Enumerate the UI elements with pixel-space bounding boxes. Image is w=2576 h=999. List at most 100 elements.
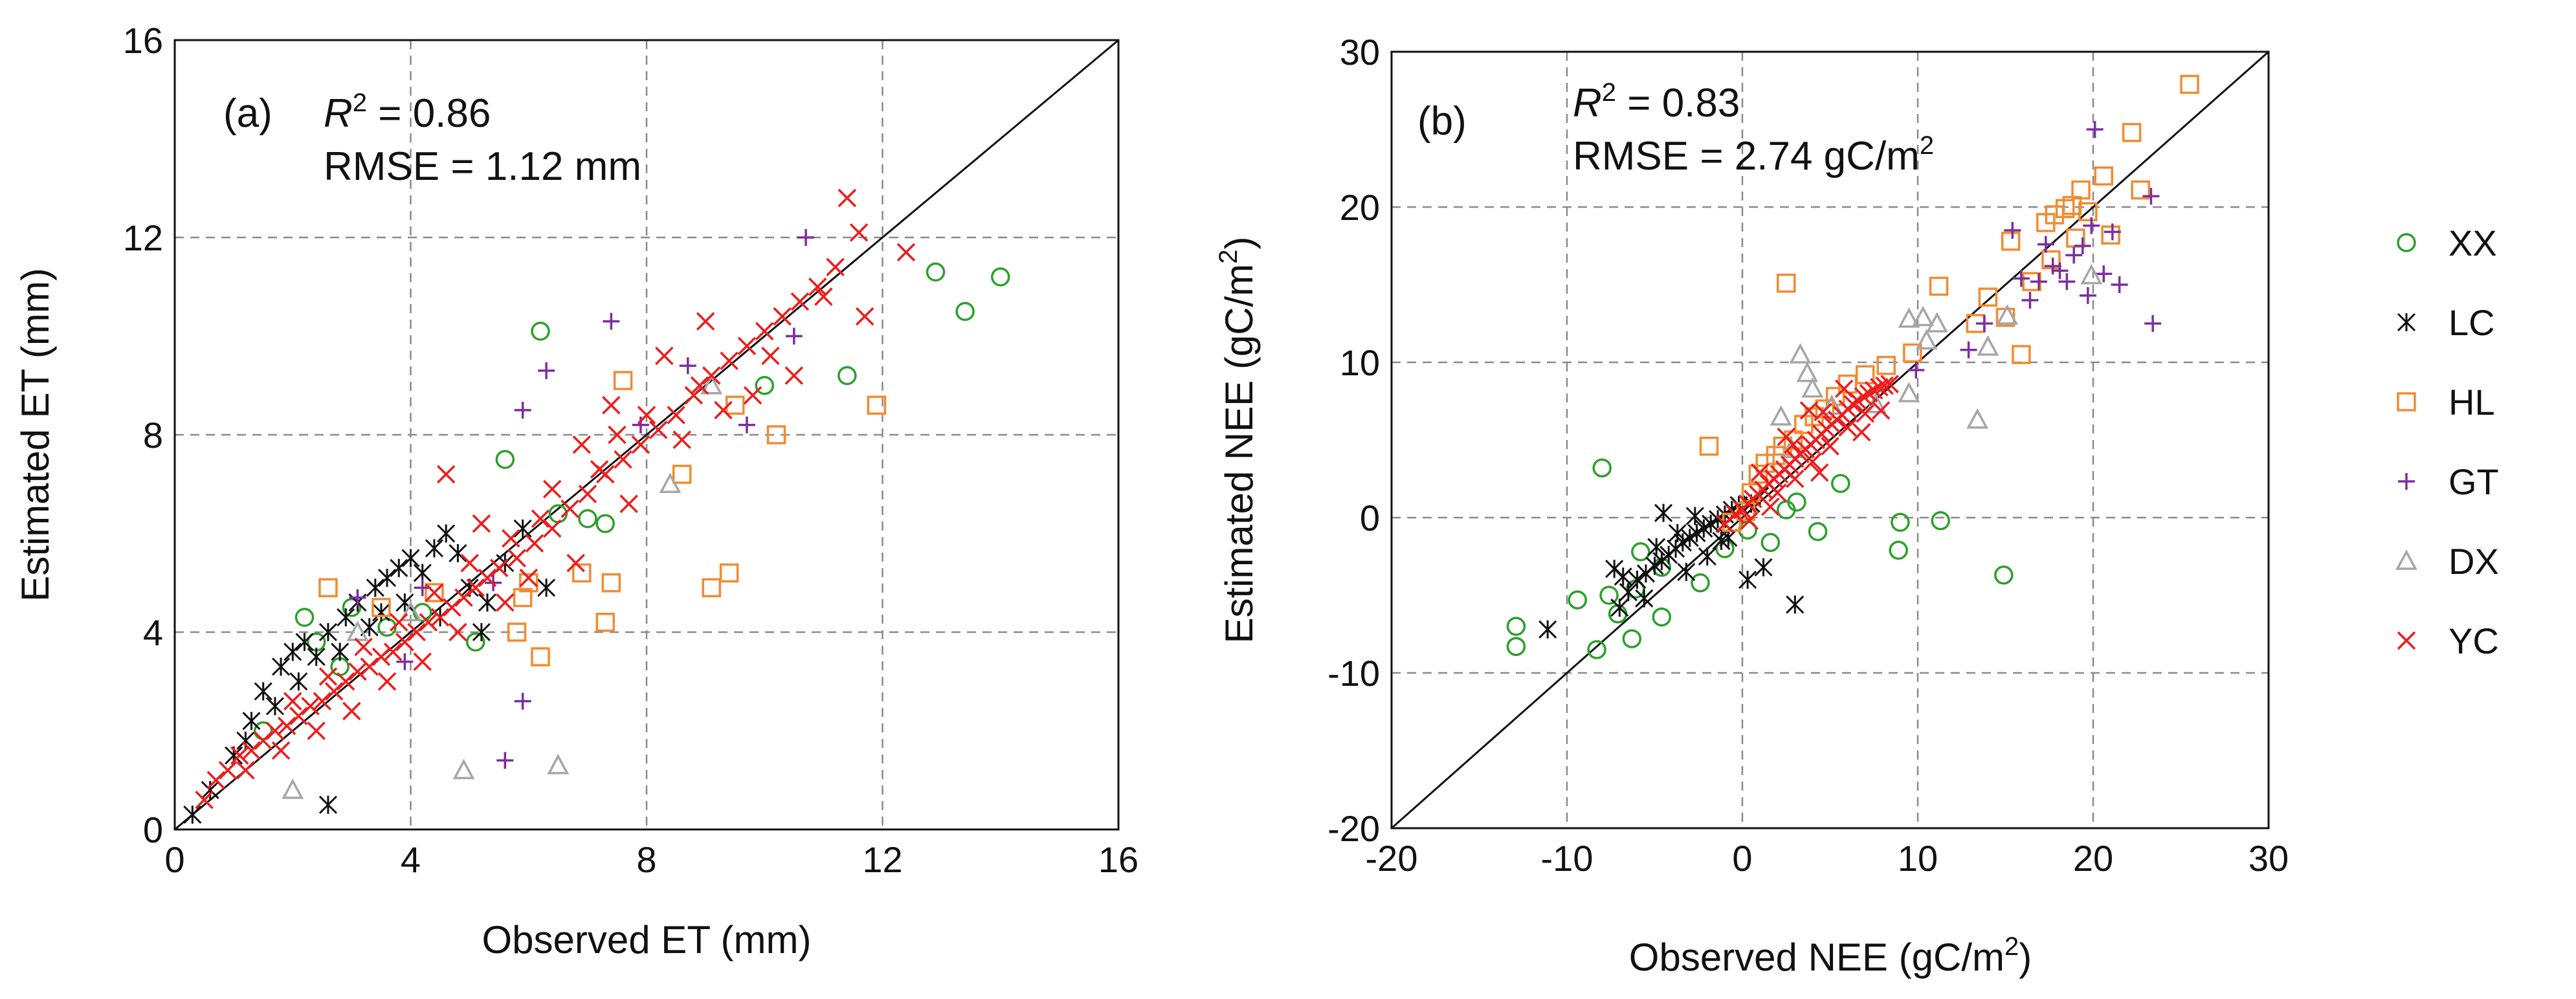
panel-a-r2-value: = 0.86 <box>367 91 491 136</box>
panel-b-point-xx-14 <box>1760 532 1781 553</box>
panel-a-point-hl-2 <box>425 583 444 602</box>
panel-b-point-xx-20 <box>1931 511 1950 531</box>
panel-b-point-yc-33 <box>1803 452 1822 471</box>
panel-b-point-dx-11 <box>1966 408 1989 429</box>
panel-b-series-lc <box>1538 487 1804 639</box>
panel-a-point-hl-13 <box>766 425 786 445</box>
panel-b-point-gt-15 <box>2104 223 2121 241</box>
panel-b-point-yc-47 <box>1871 401 1891 420</box>
panel-a-x-ticks: 0 4 8 12 16 <box>164 839 1138 880</box>
panel-b-point-yc-29 <box>1875 376 1894 395</box>
panel-a-point-xx-9 <box>578 509 597 529</box>
panel-a-point-lc-29 <box>395 593 414 612</box>
panel-a-r2-sup: 2 <box>353 89 367 117</box>
legend-marker-gt <box>2398 473 2415 490</box>
panel-b-point-xx-9 <box>1631 542 1650 562</box>
legend-marker-lc <box>2397 313 2416 332</box>
panel-b-point-dx-8 <box>1898 307 1920 328</box>
panel-a-point-yc-69 <box>566 554 585 573</box>
panel-a-point-lc-3 <box>242 712 261 730</box>
panel-a-point-xx-14 <box>955 302 975 322</box>
panel-a-point-yc-3 <box>230 746 249 765</box>
panel-a-point-yc-19 <box>419 613 438 631</box>
panel-b-point-yc-30 <box>1880 375 1899 393</box>
panel-b-y-tick-2: 0 <box>1360 498 1380 538</box>
panel-b-x-tick-2: 0 <box>1732 838 1752 879</box>
panel-a-point-yc-0 <box>195 791 214 809</box>
panel-b-point-hl-22 <box>2001 232 2021 251</box>
panel-b-point-hl-27 <box>2055 199 2075 219</box>
panel-b-point-lc-4 <box>1628 570 1647 589</box>
panel-a-point-hl-14 <box>867 395 887 415</box>
panel-b-rmse-text: RMSE = 2.74 gC/m <box>1573 134 1920 179</box>
panel-a-point-yc-48 <box>855 307 874 326</box>
panel-a-point-xx-7 <box>531 322 550 341</box>
panel-a-series-dx <box>282 374 723 799</box>
panel-a-point-yc-11 <box>324 682 344 701</box>
panel-b-point-gt-3 <box>2004 222 2021 239</box>
panel-a-point-gt-11 <box>496 752 514 769</box>
panel-a-point-lc-1 <box>201 780 219 800</box>
legend-item-xx: XX <box>2397 223 2497 263</box>
panel-b-point-yc-46 <box>1810 463 1829 482</box>
panel-a-r2-symbol: R <box>324 91 353 136</box>
panel-b-point-lc-2 <box>1610 598 1629 617</box>
panel-a-point-gt-7 <box>679 357 696 375</box>
panel-a-point-yc-60 <box>342 701 361 721</box>
panel-a-point-gt-13 <box>396 653 414 670</box>
panel-a-point-hl-5 <box>519 573 539 593</box>
panel-a-point-yc-41 <box>773 307 792 326</box>
panel-a-point-yc-9 <box>301 697 320 716</box>
panel-b-point-yc-26 <box>1859 384 1878 403</box>
panel-a-point-yc-58 <box>436 465 456 484</box>
panel-a-point-yc-22 <box>454 588 473 607</box>
panel-b-label: (b) <box>1417 99 1467 144</box>
legend-marker-yc <box>2397 631 2416 650</box>
panel-a-point-yc-15 <box>372 647 391 666</box>
legend-label-xx: XX <box>2448 223 2497 263</box>
panel-a-point-lc-17 <box>425 539 444 558</box>
panel-a-point-yc-30 <box>578 485 597 503</box>
panel-b-point-gt-16 <box>2111 276 2128 293</box>
panel-a-point-yc-81 <box>502 529 520 548</box>
panel-b-point-gt-19 <box>2083 217 2100 234</box>
panel-b-x-tick-0: -20 <box>1366 838 1418 879</box>
panel-a-point-yc-28 <box>542 519 562 538</box>
panel-a-label: (a) <box>223 91 272 136</box>
panel-b-point-yc-45 <box>1852 423 1871 442</box>
panel-a-point-yc-6 <box>265 721 285 740</box>
panel-a-point-yc-75 <box>283 692 302 710</box>
panel-b-point-gt-2 <box>1975 315 1993 332</box>
panel-b-point-yc-34 <box>1821 437 1839 456</box>
panel-a-point-hl-11 <box>719 563 739 583</box>
panel-b-point-hl-34 <box>2131 180 2150 200</box>
panel-a-point-hl-4 <box>531 647 550 666</box>
panel-a-point-xx-4 <box>412 602 432 622</box>
panel-b-point-dx-4 <box>1801 377 1824 398</box>
panel-a-point-gt-5 <box>603 313 620 330</box>
panel-b-point-gt-9 <box>2058 273 2076 291</box>
panel-a-point-yc-2 <box>218 761 238 780</box>
panel-a-point-hl-7 <box>601 573 621 593</box>
legend-label-hl: HL <box>2448 382 2495 423</box>
panel-a-point-lc-4 <box>254 682 272 701</box>
panel-b-point-hl-8 <box>1777 273 1796 293</box>
panel-a-point-hl-1 <box>372 598 391 617</box>
panel-a-point-yc-62 <box>271 741 291 760</box>
panel-b-point-dx-10 <box>1926 312 1948 333</box>
panel-a-point-dx-0 <box>282 778 304 799</box>
panel-b-point-lc-24 <box>1698 547 1716 566</box>
panel-b-point-hl-33 <box>2122 123 2142 142</box>
panel-a-point-lc-23 <box>513 519 532 538</box>
legend-item-yc: YC <box>2397 620 2499 661</box>
legend-label-lc: LC <box>2448 302 2495 343</box>
panel-a-one-to-one-line <box>174 39 1119 831</box>
panel-a-point-yc-51 <box>637 406 656 424</box>
panel-b-point-dx-9 <box>1912 305 1935 327</box>
panel-b-y-axis-label-end: ) <box>1217 236 1261 249</box>
panel-a-point-yc-68 <box>519 568 538 587</box>
panel-a-point-yc-32 <box>614 450 632 469</box>
panel-a-point-yc-47 <box>896 243 916 262</box>
panel-a-point-yc-21 <box>443 598 461 617</box>
